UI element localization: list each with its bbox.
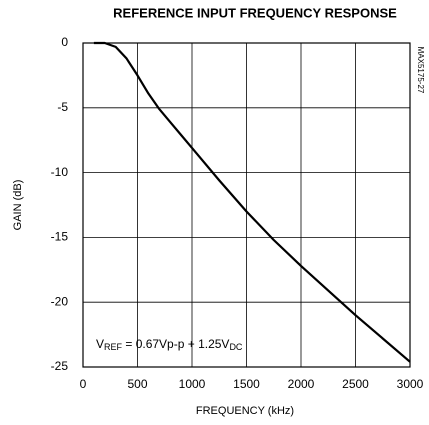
chart-title: REFERENCE INPUT FREQUENCY RESPONSE: [113, 5, 397, 20]
x-tick-label: 1000: [179, 377, 206, 391]
line-series: [93, 41, 411, 363]
x-tick-label: 2500: [342, 377, 369, 391]
annotation: VREF = 0.67Vp-p + 1.25VDC: [96, 337, 243, 352]
annotation-part: DC: [229, 342, 242, 352]
x-tick-label: 500: [127, 377, 147, 391]
y-tick-label: -20: [51, 294, 69, 308]
y-axis-label: GAIN (dB): [12, 180, 24, 231]
y-tick-label: -15: [51, 230, 69, 244]
x-axis-label: FREQUENCY (kHz): [196, 405, 294, 417]
x-tick-label: 3000: [397, 377, 424, 391]
annotation-part: REF: [104, 342, 123, 352]
x-tick-label: 1500: [233, 377, 260, 391]
x-tick-label: 0: [80, 377, 87, 391]
y-tick-label: -5: [57, 100, 68, 114]
y-tick-label: 0: [61, 35, 68, 49]
y-tick-label: -25: [51, 359, 69, 373]
y-tick-label: -10: [51, 165, 69, 179]
x-tick-label: 2000: [288, 377, 315, 391]
annotation-part: V: [96, 337, 104, 351]
annotation-part: = 0.67Vp-p + 1.25V: [122, 337, 229, 351]
plot-frame: [82, 42, 411, 368]
side-label: MAX5175-27: [416, 47, 425, 94]
